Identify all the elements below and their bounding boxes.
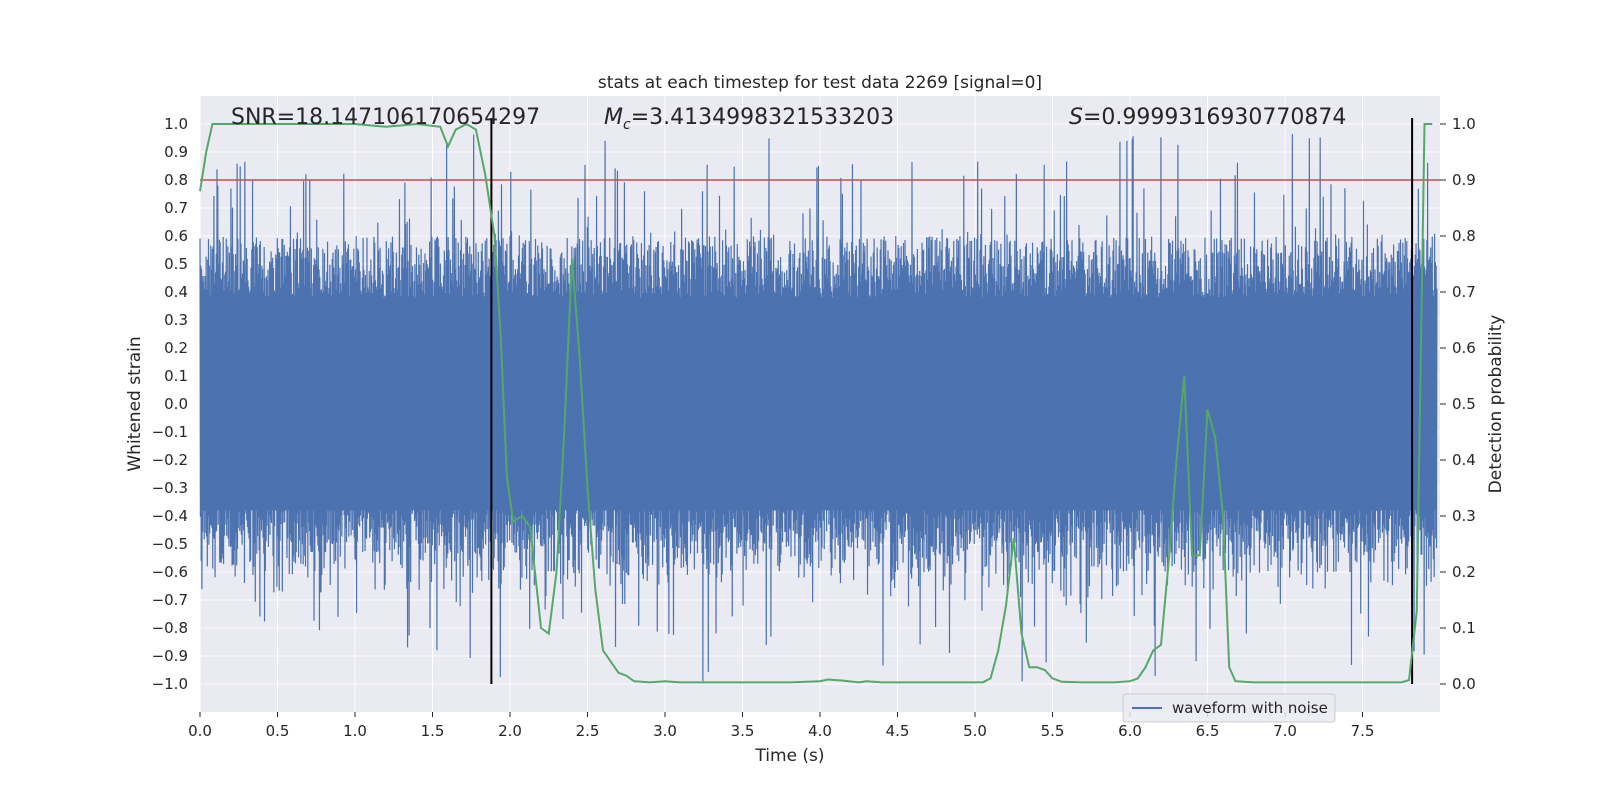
x-tick-label: 7.5 xyxy=(1351,722,1375,740)
x-tick-label: 4.0 xyxy=(808,722,832,740)
x-axis-label: Time (s) xyxy=(754,746,824,766)
x-tick-label: 6.0 xyxy=(1118,722,1142,740)
x-tick-label: 4.5 xyxy=(886,722,910,740)
x-tick-label: 2.5 xyxy=(576,722,600,740)
legend: waveform with noise xyxy=(1122,693,1336,723)
s-annotation: S=0.9999316930770874 xyxy=(1069,105,1346,130)
x-tick-labels: 0.0 0.5 1.0 1.5 2.0 2.5 3.0 3.5 4.0 4.5 5.0 5.5 6.0 6… xyxy=(188,712,1374,740)
y-right-tick-labels: 1.0 0.9 0.8 0.7 0.6 0.5 0.4 0.3 0.2 0.1 0.0 xyxy=(1440,115,1476,693)
x-tick-label: 3.5 xyxy=(731,722,755,740)
x-tick-label: 0.5 xyxy=(266,722,290,740)
probability-series xyxy=(199,122,1433,684)
y-left-tick-label: 0.2 xyxy=(164,339,188,357)
legend-box xyxy=(1122,693,1336,723)
y-right-tick-label: 0.9 xyxy=(1452,171,1476,189)
y-right-tick-label: 0.7 xyxy=(1452,283,1476,301)
y-right-tick-label: 0.8 xyxy=(1452,227,1476,245)
y-right-tick-label: 0.2 xyxy=(1452,563,1476,581)
chirp-mass-annotation: Mc=3.4134998321533203 xyxy=(604,105,894,133)
y-left-tick-label: 0.1 xyxy=(164,367,188,385)
y-left-tick-label: 0.3 xyxy=(164,311,188,329)
y-left-tick-label: 0.0 xyxy=(164,395,188,413)
legend-label: waveform with noise xyxy=(1172,699,1328,717)
y-left-tick-label: −0.3 xyxy=(152,479,188,497)
y-left-tick-label: 0.4 xyxy=(164,283,188,301)
y-left-tick-label: −1.0 xyxy=(152,675,188,693)
y-left-tick-label: 0.8 xyxy=(164,171,188,189)
y-left-tick-label: 0.7 xyxy=(164,199,188,217)
y-right-tick-label: 0.0 xyxy=(1452,675,1476,693)
y-left-axis-label: Whitened strain xyxy=(125,336,145,471)
x-tick-label: 5.5 xyxy=(1041,722,1065,740)
s-symbol: S xyxy=(1069,105,1083,130)
chirp-mass-subscript: c xyxy=(623,117,631,133)
y-left-tick-label: −0.5 xyxy=(152,535,188,553)
x-tick-label: 6.5 xyxy=(1196,722,1220,740)
s-value: =0.9999316930770874 xyxy=(1083,105,1346,130)
y-right-tick-label: 0.5 xyxy=(1452,395,1476,413)
y-left-tick-label: 1.0 xyxy=(164,115,188,133)
y-right-tick-label: 0.3 xyxy=(1452,507,1476,525)
x-tick-label: 1.0 xyxy=(343,722,367,740)
y-left-tick-label: −0.6 xyxy=(152,563,188,581)
y-left-tick-label: 0.5 xyxy=(164,255,188,273)
y-right-tick-label: 0.1 xyxy=(1452,619,1476,637)
snr-annotation: SNR=18.147106170654297 xyxy=(231,105,540,130)
y-right-axis-label: Detection probability xyxy=(1486,315,1506,494)
x-tick-label: 5.0 xyxy=(963,722,987,740)
chirp-mass-value: =3.4134998321533203 xyxy=(631,105,894,130)
x-tick-label: 2.0 xyxy=(498,722,522,740)
y-left-tick-label: −0.8 xyxy=(152,619,188,637)
x-tick-label: 1.5 xyxy=(421,722,445,740)
y-left-tick-label: 0.6 xyxy=(164,227,188,245)
y-right-tick-label: 0.6 xyxy=(1452,339,1476,357)
y-left-tick-label: −0.4 xyxy=(152,507,188,525)
x-tick-label: 7.0 xyxy=(1273,722,1297,740)
detection-probability-line xyxy=(199,122,1433,684)
y-right-tick-label: 1.0 xyxy=(1452,115,1476,133)
y-left-tick-label: −0.2 xyxy=(152,451,188,469)
chart-title: stats at each timestep for test data 226… xyxy=(598,73,1042,93)
y-left-tick-label: −0.1 xyxy=(152,423,188,441)
x-tick-label: 3.0 xyxy=(653,722,677,740)
y-right-tick-label: 0.4 xyxy=(1452,451,1476,469)
waveform-core xyxy=(200,297,1437,511)
y-left-tick-labels: 1.0 0.9 0.8 0.7 0.6 0.5 0.4 0.3 0.2 0.1 0.0 −0.1 −0.… xyxy=(152,115,188,693)
y-left-tick-label: −0.7 xyxy=(152,591,188,609)
waveform-series xyxy=(199,134,1438,682)
y-left-tick-label: 0.9 xyxy=(164,143,188,161)
chirp-mass-symbol: M xyxy=(604,105,623,130)
y-left-tick-label: −0.9 xyxy=(152,647,188,665)
x-tick-label: 0.0 xyxy=(188,722,212,740)
